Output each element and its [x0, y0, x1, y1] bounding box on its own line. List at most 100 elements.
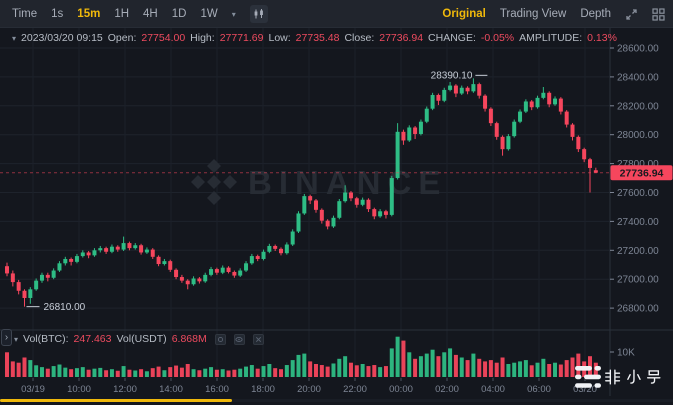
- candle[interactable]: [5, 266, 9, 274]
- vol-close-icon[interactable]: [252, 333, 264, 345]
- candle[interactable]: [22, 290, 27, 298]
- candle[interactable]: [104, 248, 109, 252]
- candle[interactable]: [453, 85, 458, 94]
- candle[interactable]: [471, 84, 476, 92]
- candle[interactable]: [51, 270, 56, 278]
- candle[interactable]: [541, 92, 546, 98]
- candle[interactable]: [150, 249, 155, 257]
- interval-15m[interactable]: 15m: [77, 8, 101, 20]
- candle[interactable]: [558, 98, 563, 112]
- candle[interactable]: [564, 111, 569, 125]
- candle[interactable]: [255, 256, 260, 259]
- volume-collapse-caret[interactable]: ▾: [14, 334, 19, 344]
- candle[interactable]: [244, 263, 249, 271]
- candle[interactable]: [214, 269, 219, 273]
- candle[interactable]: [98, 248, 103, 251]
- view-original[interactable]: Original: [442, 8, 486, 20]
- candle[interactable]: [389, 178, 394, 215]
- candle[interactable]: [203, 274, 208, 282]
- candle[interactable]: [448, 85, 453, 90]
- candle[interactable]: [290, 231, 295, 245]
- candle[interactable]: [465, 87, 470, 92]
- candle[interactable]: [343, 192, 348, 202]
- ohlc-collapse-caret[interactable]: ▾: [12, 33, 17, 43]
- candle[interactable]: [127, 243, 132, 249]
- candle[interactable]: [483, 95, 488, 109]
- candle[interactable]: [378, 211, 383, 217]
- layout-grid-icon[interactable]: [652, 7, 665, 21]
- candle[interactable]: [518, 111, 523, 122]
- candle[interactable]: [57, 263, 62, 271]
- candle[interactable]: [144, 249, 149, 253]
- candle[interactable]: [459, 87, 464, 94]
- candle[interactable]: [115, 246, 120, 250]
- candle[interactable]: [401, 131, 406, 141]
- candle[interactable]: [16, 282, 21, 291]
- vol-visibility-icon[interactable]: [233, 333, 245, 345]
- candle[interactable]: [133, 245, 138, 249]
- candle[interactable]: [80, 252, 85, 257]
- candle[interactable]: [121, 243, 126, 250]
- candle[interactable]: [279, 248, 284, 254]
- candle[interactable]: [354, 198, 359, 205]
- candle[interactable]: [313, 200, 318, 210]
- candle[interactable]: [74, 256, 79, 262]
- candle[interactable]: [139, 245, 144, 253]
- candle[interactable]: [185, 280, 190, 285]
- candle[interactable]: [436, 94, 441, 101]
- panel-expander[interactable]: ›: [1, 329, 12, 346]
- candle[interactable]: [267, 245, 272, 252]
- interval-time[interactable]: Time: [12, 8, 38, 20]
- candle[interactable]: [430, 94, 435, 109]
- candle[interactable]: [424, 108, 429, 122]
- candle[interactable]: [319, 209, 324, 221]
- candle[interactable]: [86, 252, 91, 256]
- fullscreen-icon[interactable]: [625, 8, 638, 21]
- interval-1s[interactable]: 1s: [51, 8, 64, 20]
- candle[interactable]: [69, 258, 74, 262]
- candle[interactable]: [162, 261, 167, 265]
- candle[interactable]: [553, 98, 558, 105]
- candle[interactable]: [488, 108, 493, 124]
- interval-1h[interactable]: 1H: [114, 8, 130, 20]
- candle[interactable]: [523, 101, 528, 112]
- candle[interactable]: [366, 199, 371, 210]
- interval-1d[interactable]: 1D: [171, 8, 187, 20]
- time-axis[interactable]: 03/19 10:00 12:00 14:00 16:00 18:00 20:00 22:00…: [21, 378, 597, 395]
- candle[interactable]: [179, 277, 184, 281]
- candle[interactable]: [500, 136, 505, 150]
- candle[interactable]: [506, 136, 511, 150]
- candle[interactable]: [168, 261, 173, 270]
- candle[interactable]: [308, 196, 313, 201]
- candle[interactable]: [570, 124, 575, 137]
- candle[interactable]: [494, 123, 499, 137]
- candle[interactable]: [302, 196, 307, 214]
- candle[interactable]: [582, 149, 587, 160]
- candle[interactable]: [238, 270, 243, 276]
- candle[interactable]: [10, 273, 15, 283]
- candle[interactable]: [407, 127, 412, 141]
- scrollbar-track[interactable]: [0, 399, 673, 402]
- candle[interactable]: [477, 84, 482, 96]
- view-trading-view[interactable]: Trading View: [499, 8, 567, 20]
- candle[interactable]: [337, 201, 342, 218]
- candle[interactable]: [418, 121, 423, 134]
- candle[interactable]: [284, 244, 289, 254]
- candle[interactable]: [547, 92, 552, 105]
- interval-4h[interactable]: 4H: [143, 8, 158, 20]
- candle[interactable]: [34, 280, 39, 290]
- candle[interactable]: [261, 251, 266, 259]
- interval-1w[interactable]: 1W: [200, 8, 218, 20]
- candle[interactable]: [92, 250, 97, 256]
- candle[interactable]: [372, 209, 377, 217]
- candle[interactable]: [63, 258, 68, 264]
- candle[interactable]: [174, 269, 179, 278]
- candle[interactable]: [197, 278, 202, 282]
- candle[interactable]: [383, 211, 388, 215]
- vol-settings-icon[interactable]: [214, 333, 226, 345]
- candle[interactable]: [331, 217, 336, 227]
- candle[interactable]: [191, 278, 196, 285]
- candle[interactable]: [296, 213, 301, 232]
- candle[interactable]: [593, 170, 598, 173]
